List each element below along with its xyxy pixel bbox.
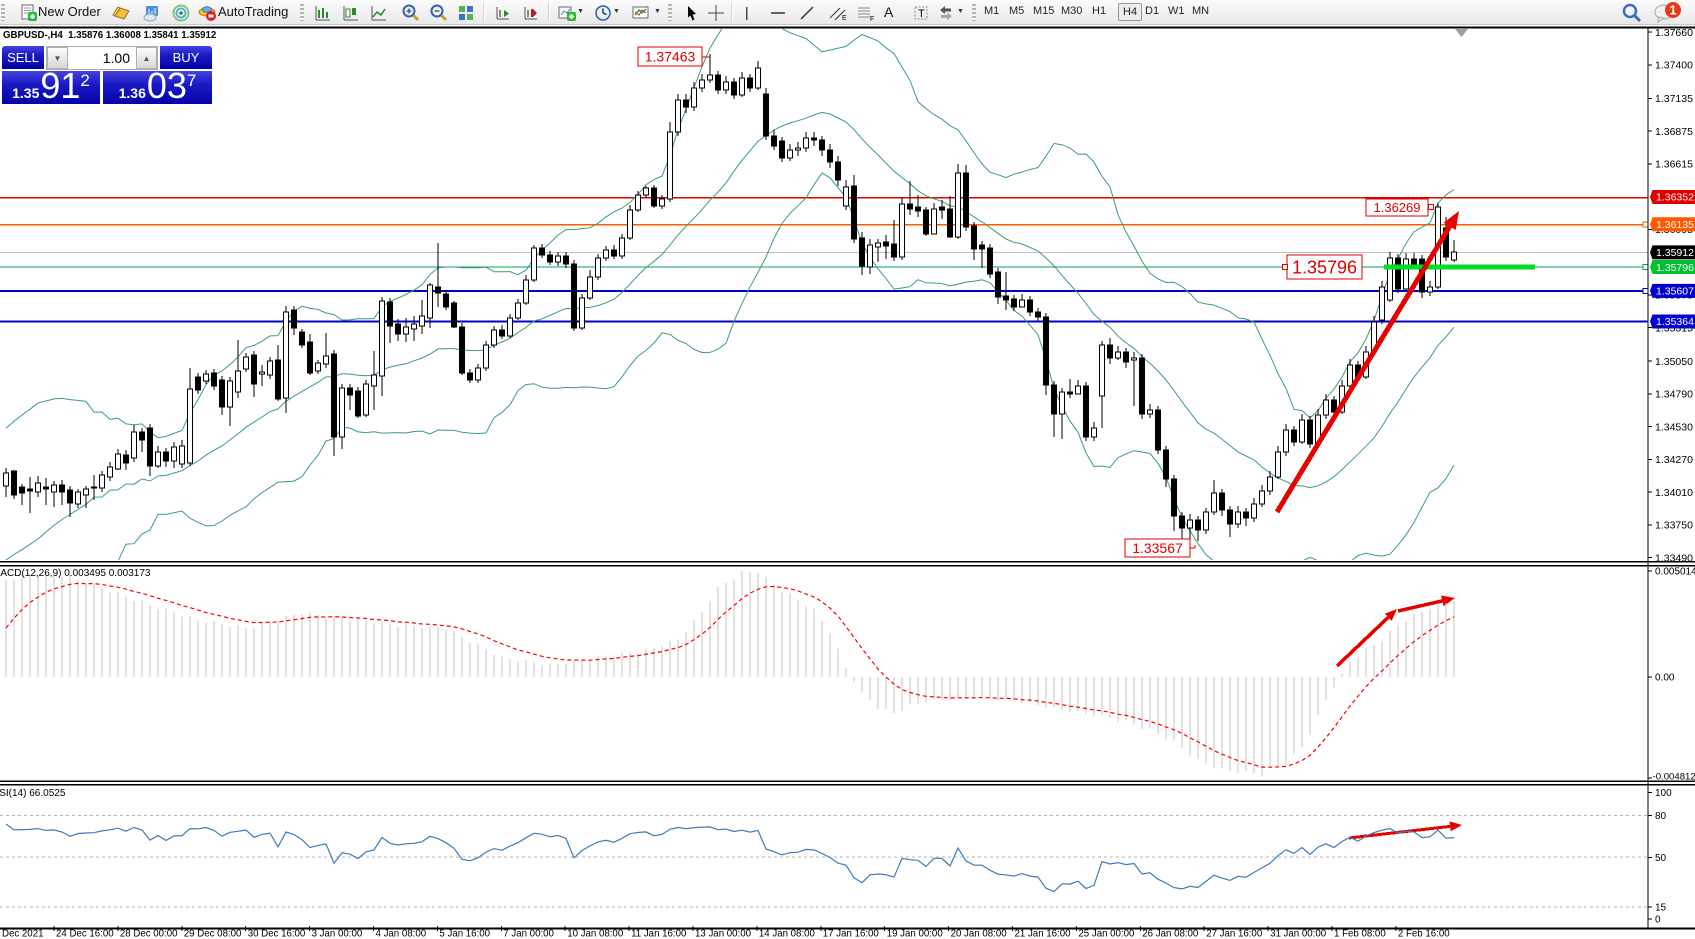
svg-text:1.36615: 1.36615 xyxy=(1655,159,1693,171)
svg-text:31 Jan 00:00: 31 Jan 00:00 xyxy=(1270,929,1327,939)
svg-text:RSI(14) 66.0525: RSI(14) 66.0525 xyxy=(0,788,66,799)
svg-text:1.35607: 1.35607 xyxy=(1656,286,1694,298)
svg-text:5 Jan 16:00: 5 Jan 16:00 xyxy=(439,929,490,939)
svg-text:0.00: 0.00 xyxy=(1655,673,1675,684)
svg-text:1.36269: 1.36269 xyxy=(1374,200,1421,215)
svg-text:1.37400: 1.37400 xyxy=(1655,60,1693,72)
svg-text:10 Jan 08:00: 10 Jan 08:00 xyxy=(567,929,624,939)
svg-text:15: 15 xyxy=(1655,903,1667,914)
svg-text:-0.004812: -0.004812 xyxy=(1653,772,1695,783)
svg-text:29 Dec 08:00: 29 Dec 08:00 xyxy=(184,929,242,939)
svg-text:1.35050: 1.35050 xyxy=(1655,356,1693,368)
svg-text:1.37135: 1.37135 xyxy=(1655,93,1693,105)
svg-text:0: 0 xyxy=(1655,915,1661,926)
svg-text:3 Jan 00:00: 3 Jan 00:00 xyxy=(312,929,363,939)
svg-text:1.36135: 1.36135 xyxy=(1656,219,1694,231)
svg-text:1.37660: 1.37660 xyxy=(1655,27,1693,39)
svg-text:1.33490: 1.33490 xyxy=(1655,552,1693,564)
svg-text:1: 1 xyxy=(1669,2,1676,17)
svg-text:100: 100 xyxy=(1655,788,1672,799)
svg-text:1.33567: 1.33567 xyxy=(1132,540,1183,556)
svg-text:28 Dec 00:00: 28 Dec 00:00 xyxy=(120,929,178,939)
svg-text:50: 50 xyxy=(1655,853,1667,864)
svg-text:1.33750: 1.33750 xyxy=(1655,520,1693,532)
svg-text:80: 80 xyxy=(1655,811,1667,822)
svg-text:20 Jan 08:00: 20 Jan 08:00 xyxy=(951,929,1008,939)
svg-text:4 Jan 08:00: 4 Jan 08:00 xyxy=(376,929,427,939)
svg-text:Dec 2021: Dec 2021 xyxy=(2,929,43,939)
svg-text:1.35796: 1.35796 xyxy=(1656,262,1694,274)
svg-text:1.34790: 1.34790 xyxy=(1655,389,1693,401)
svg-text:F: F xyxy=(870,16,874,22)
svg-text:21 Jan 16:00: 21 Jan 16:00 xyxy=(1015,929,1072,939)
svg-text:19 Jan 00:00: 19 Jan 00:00 xyxy=(887,929,944,939)
svg-text:17 Jan 16:00: 17 Jan 16:00 xyxy=(823,929,880,939)
svg-text:1.34010: 1.34010 xyxy=(1655,487,1693,499)
svg-text:2 Feb 16:00: 2 Feb 16:00 xyxy=(1398,929,1450,939)
svg-text:13 Jan 00:00: 13 Jan 00:00 xyxy=(695,929,752,939)
svg-text:1.37463: 1.37463 xyxy=(645,49,696,65)
svg-text:14 Jan 08:00: 14 Jan 08:00 xyxy=(759,929,816,939)
svg-text:1 Feb 08:00: 1 Feb 08:00 xyxy=(1334,929,1386,939)
svg-text:1.35912: 1.35912 xyxy=(1656,247,1694,259)
svg-text:T: T xyxy=(918,8,925,20)
svg-text:1.34530: 1.34530 xyxy=(1655,421,1693,433)
svg-text:30 Dec 16:00: 30 Dec 16:00 xyxy=(248,929,306,939)
svg-text:27 Jan 16:00: 27 Jan 16:00 xyxy=(1206,929,1263,939)
svg-text:MACD(12,26,9) 0.003495 0.00317: MACD(12,26,9) 0.003495 0.003173 xyxy=(0,568,151,579)
svg-text:E: E xyxy=(842,15,847,22)
svg-text:25 Jan 00:00: 25 Jan 00:00 xyxy=(1078,929,1135,939)
svg-text:7 Jan 00:00: 7 Jan 00:00 xyxy=(503,929,554,939)
svg-text:1.35364: 1.35364 xyxy=(1656,316,1694,328)
svg-text:1.36875: 1.36875 xyxy=(1655,126,1693,138)
svg-text:1.35796: 1.35796 xyxy=(1292,258,1357,278)
svg-text:0.005014: 0.005014 xyxy=(1655,567,1695,578)
svg-text:1.36352: 1.36352 xyxy=(1656,192,1694,204)
svg-text:24 Dec 16:00: 24 Dec 16:00 xyxy=(56,929,114,939)
svg-text:11 Jan 16:00: 11 Jan 16:00 xyxy=(631,929,687,939)
svg-text:26 Jan 08:00: 26 Jan 08:00 xyxy=(1142,929,1199,939)
svg-text:1.34270: 1.34270 xyxy=(1655,454,1693,466)
